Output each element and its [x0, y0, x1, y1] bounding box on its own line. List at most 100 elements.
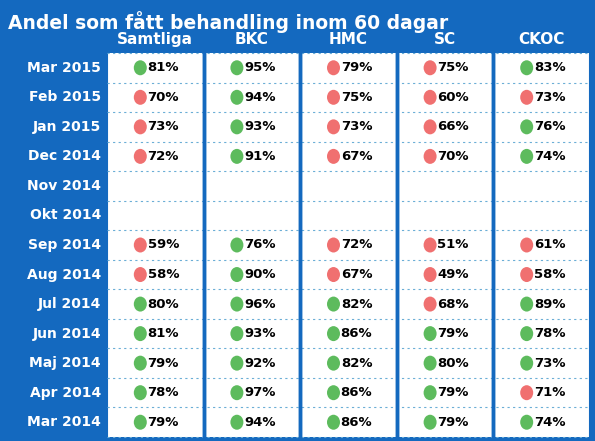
Ellipse shape: [520, 297, 533, 312]
Text: HMC: HMC: [329, 32, 368, 47]
Ellipse shape: [424, 326, 437, 341]
Ellipse shape: [230, 120, 243, 135]
Ellipse shape: [424, 120, 437, 135]
Text: 58%: 58%: [534, 268, 565, 281]
Text: 90%: 90%: [244, 268, 275, 281]
Text: 73%: 73%: [148, 120, 179, 133]
Ellipse shape: [424, 385, 437, 400]
Ellipse shape: [230, 355, 243, 370]
Text: 93%: 93%: [244, 120, 275, 133]
Ellipse shape: [520, 385, 533, 400]
Text: 89%: 89%: [534, 298, 565, 310]
Text: 79%: 79%: [148, 416, 179, 429]
Text: SC: SC: [434, 32, 456, 47]
Text: 80%: 80%: [148, 298, 179, 310]
Ellipse shape: [230, 385, 243, 400]
Ellipse shape: [134, 267, 147, 282]
Text: 70%: 70%: [437, 150, 469, 163]
Ellipse shape: [520, 267, 533, 282]
Text: Andel som fått behandling inom 60 dagar: Andel som fått behandling inom 60 dagar: [8, 11, 448, 33]
Text: 76%: 76%: [244, 239, 275, 251]
Ellipse shape: [327, 415, 340, 430]
Ellipse shape: [327, 238, 340, 253]
Ellipse shape: [424, 267, 437, 282]
Text: 95%: 95%: [244, 61, 275, 74]
Text: 78%: 78%: [148, 386, 179, 399]
Text: 73%: 73%: [341, 120, 372, 133]
Ellipse shape: [424, 60, 437, 75]
Text: 82%: 82%: [341, 357, 372, 370]
Text: 68%: 68%: [437, 298, 469, 310]
Text: 74%: 74%: [534, 150, 565, 163]
Text: 91%: 91%: [244, 150, 275, 163]
Ellipse shape: [230, 267, 243, 282]
Ellipse shape: [327, 385, 340, 400]
Ellipse shape: [520, 60, 533, 75]
Text: 58%: 58%: [148, 268, 179, 281]
Ellipse shape: [424, 90, 437, 105]
Text: 67%: 67%: [341, 150, 372, 163]
Text: Jul 2014: Jul 2014: [37, 297, 101, 311]
Ellipse shape: [134, 297, 147, 312]
Text: 79%: 79%: [437, 327, 469, 340]
Ellipse shape: [134, 415, 147, 430]
Ellipse shape: [134, 326, 147, 341]
Ellipse shape: [230, 60, 243, 75]
Text: 83%: 83%: [534, 61, 565, 74]
Bar: [300, 53, 396, 437]
Text: BKC: BKC: [235, 32, 269, 47]
Text: Jan 2015: Jan 2015: [33, 120, 101, 134]
Bar: [204, 53, 300, 437]
Text: Mar 2015: Mar 2015: [27, 61, 101, 75]
Text: 73%: 73%: [534, 91, 565, 104]
Ellipse shape: [520, 90, 533, 105]
Text: 70%: 70%: [148, 91, 179, 104]
Text: 81%: 81%: [148, 61, 179, 74]
Bar: [397, 53, 493, 437]
Ellipse shape: [520, 355, 533, 370]
Ellipse shape: [230, 415, 243, 430]
Bar: [108, 53, 203, 437]
Text: 72%: 72%: [148, 150, 179, 163]
Ellipse shape: [134, 355, 147, 370]
Text: 76%: 76%: [534, 120, 565, 133]
Ellipse shape: [327, 326, 340, 341]
Ellipse shape: [230, 326, 243, 341]
Ellipse shape: [327, 267, 340, 282]
Ellipse shape: [134, 385, 147, 400]
Ellipse shape: [327, 90, 340, 105]
Text: 86%: 86%: [341, 327, 372, 340]
Text: 59%: 59%: [148, 239, 179, 251]
Text: 80%: 80%: [437, 357, 469, 370]
Text: 82%: 82%: [341, 298, 372, 310]
Text: Sep 2014: Sep 2014: [28, 238, 101, 252]
Text: 96%: 96%: [244, 298, 275, 310]
Text: 78%: 78%: [534, 327, 565, 340]
Text: Mar 2014: Mar 2014: [27, 415, 101, 429]
Text: 75%: 75%: [341, 91, 372, 104]
Ellipse shape: [424, 415, 437, 430]
Ellipse shape: [424, 355, 437, 370]
Ellipse shape: [520, 149, 533, 164]
Text: 86%: 86%: [341, 416, 372, 429]
Ellipse shape: [134, 120, 147, 135]
Text: 60%: 60%: [437, 91, 469, 104]
Text: Dec 2014: Dec 2014: [28, 149, 101, 163]
Text: 79%: 79%: [437, 416, 469, 429]
Ellipse shape: [327, 120, 340, 135]
Text: 81%: 81%: [148, 327, 179, 340]
Ellipse shape: [134, 238, 147, 253]
Text: Maj 2014: Maj 2014: [29, 356, 101, 370]
Text: 66%: 66%: [437, 120, 469, 133]
Text: 71%: 71%: [534, 386, 565, 399]
Ellipse shape: [134, 60, 147, 75]
Text: 79%: 79%: [148, 357, 179, 370]
Ellipse shape: [230, 90, 243, 105]
Text: Apr 2014: Apr 2014: [30, 386, 101, 400]
Text: 51%: 51%: [437, 239, 469, 251]
Ellipse shape: [520, 415, 533, 430]
Text: 79%: 79%: [437, 386, 469, 399]
Ellipse shape: [230, 238, 243, 253]
Ellipse shape: [520, 120, 533, 135]
Text: 79%: 79%: [341, 61, 372, 74]
